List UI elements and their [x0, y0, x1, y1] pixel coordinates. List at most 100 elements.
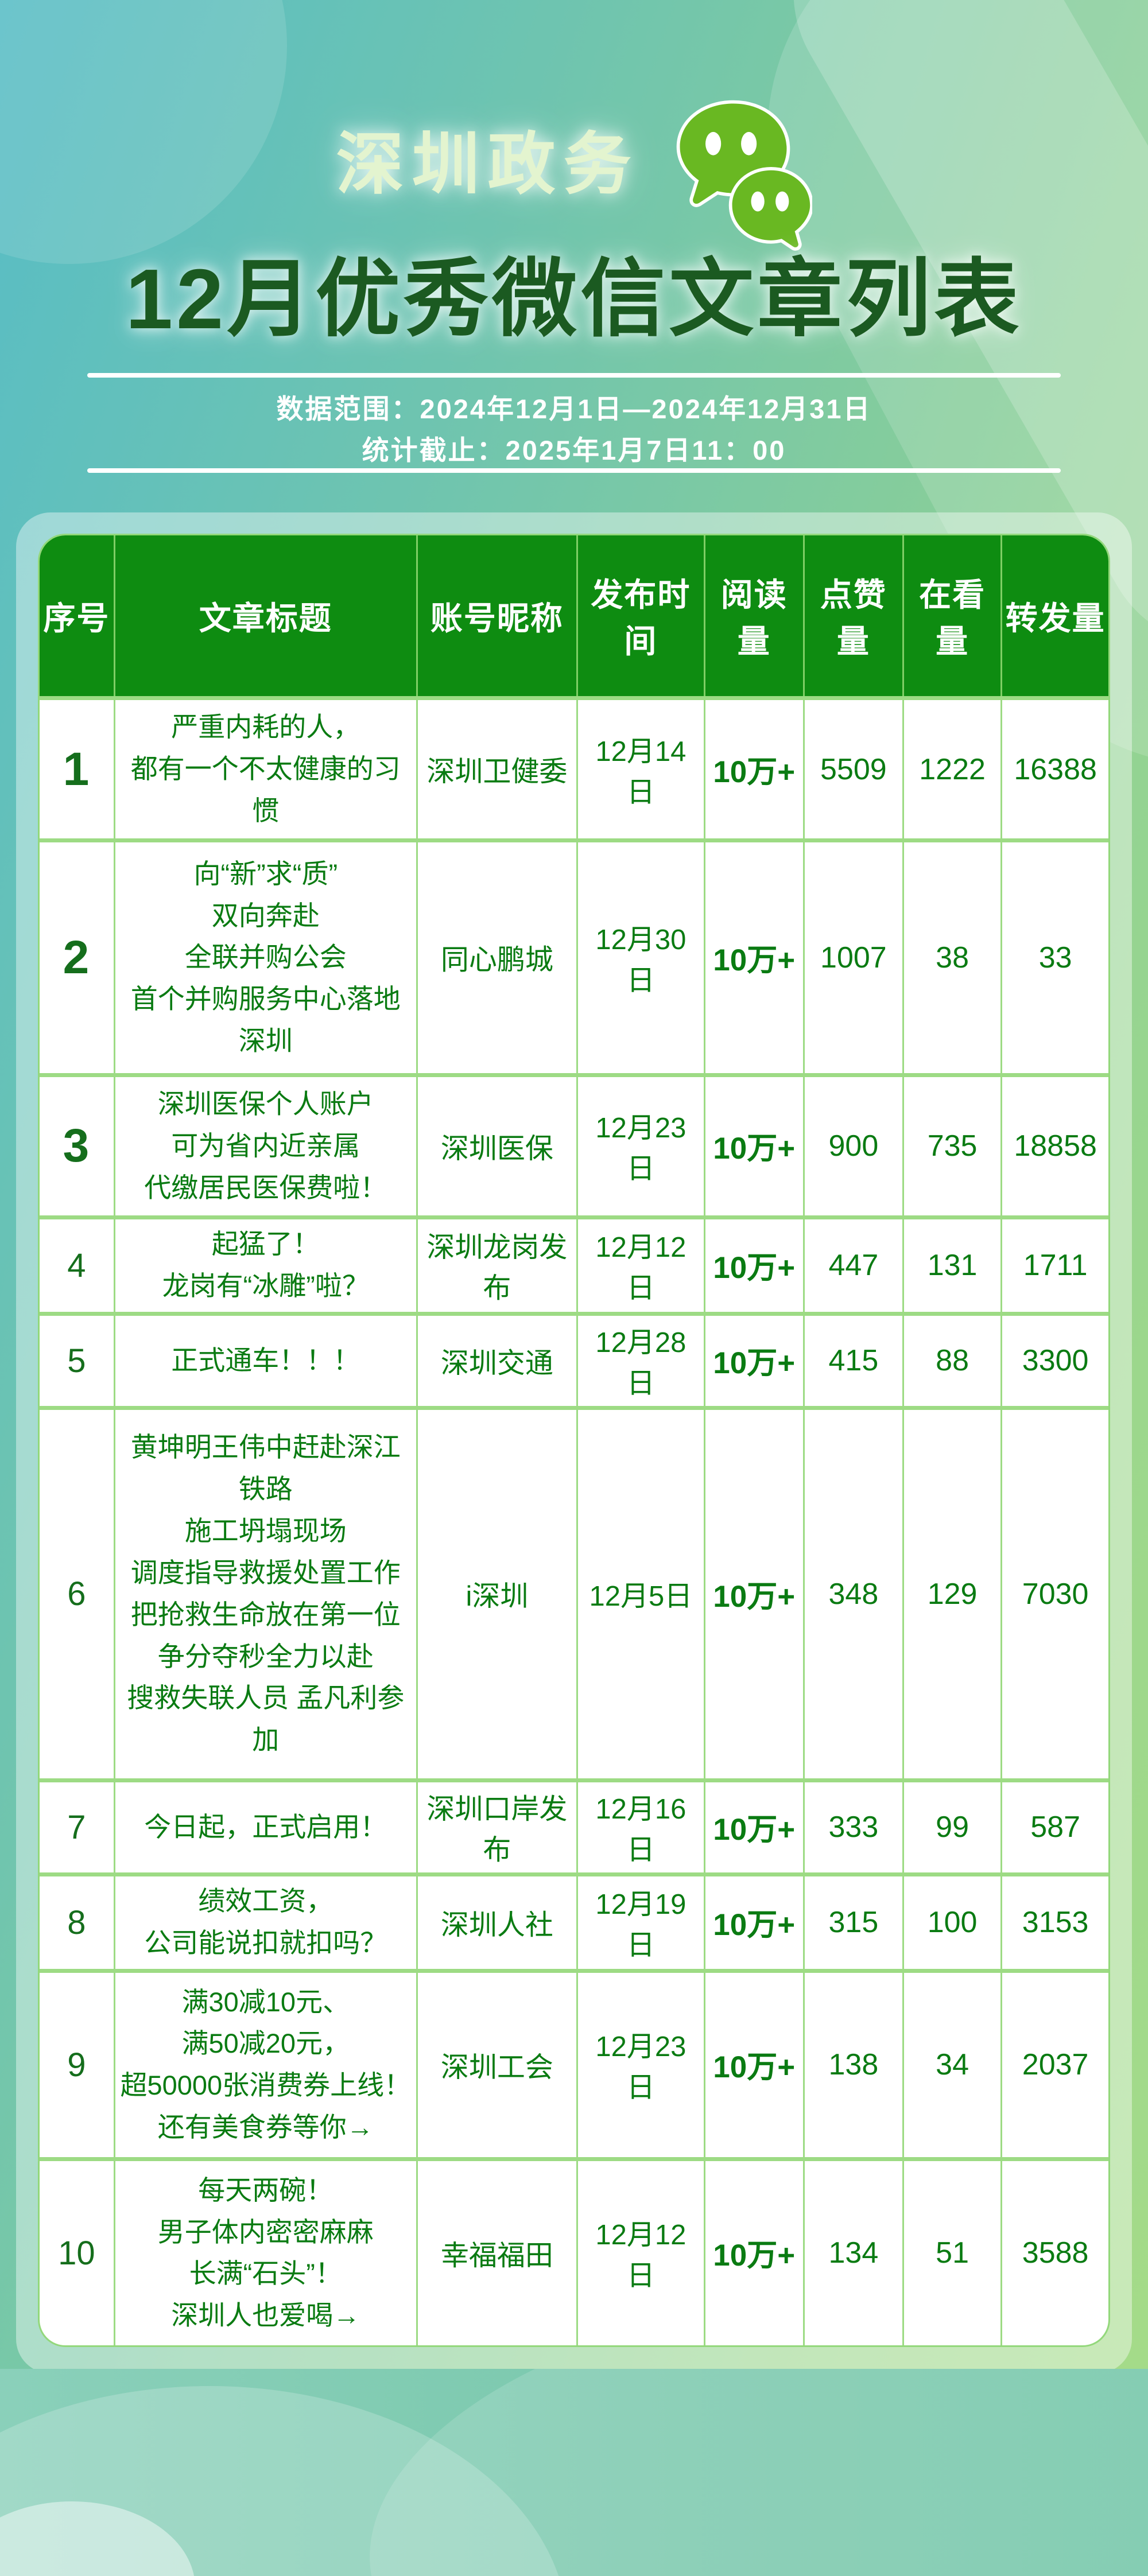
rank-cell: 8	[40, 1872, 115, 1971]
publish-date-cell: 12月23日	[576, 1968, 705, 2159]
rank-cell: 1	[40, 696, 115, 841]
publish-date-cell: 12月16日	[576, 1778, 705, 1875]
column-header: 文章标题	[113, 535, 417, 698]
page-title: 12月优秀微信文章列表	[125, 252, 1023, 347]
stat-cutoff-text: 统计截止：2025年1月7日11：00	[362, 435, 786, 465]
share-count-cell: 18858	[1000, 1073, 1108, 1218]
like-count-cell: 415	[802, 1311, 903, 1408]
publish-date-cell: 12月23日	[576, 1073, 705, 1218]
article-table: 序号 文章标题 账号昵称 发布时间 阅读量 点赞量 在看量 转发量 1 严重内耗的人， 都有一…	[40, 535, 1108, 2345]
share-count-cell: 2037	[1000, 1968, 1108, 2159]
share-count-cell: 3300	[1000, 1311, 1108, 1408]
read-count-cell: 10万+	[703, 1215, 804, 1314]
like-count-cell: 348	[802, 1405, 903, 1781]
watch-count-cell: 1222	[902, 696, 1002, 841]
share-count-cell: 3588	[1000, 2157, 1108, 2345]
like-count-cell: 900	[802, 1073, 903, 1218]
watch-count-cell: 88	[902, 1311, 1002, 1408]
brand-title: 深圳政务	[336, 127, 639, 203]
publish-date-cell: 12月14日	[576, 696, 705, 841]
account-name-cell: 深圳卫健委	[416, 696, 577, 841]
article-title-cell: 满30减10元、 满50减20元， 超50000张消费券上线！ 还有美食券等你→	[113, 1968, 417, 2159]
table-row: 7 今日起，正式启用！ 深圳口岸发布 12月16日 10万+ 333 99 58…	[40, 1778, 1108, 1875]
publish-date-cell: 12月30日	[576, 838, 705, 1075]
table-row: 4 起猛了！ 龙岗有“冰雕”啦？ 深圳龙岗发布 12月12日 10万+ 447 …	[40, 1215, 1108, 1314]
article-title-cell: 深圳医保个人账户 可为省内近亲属 代缴居民医保费啦！	[113, 1073, 417, 1218]
rank-cell: 5	[40, 1311, 115, 1408]
data-range-text: 数据范围：2024年12月1日—2024年12月31日	[276, 394, 872, 424]
like-count-cell: 134	[802, 2157, 903, 2345]
read-count-cell: 10万+	[703, 1311, 804, 1408]
share-count-cell: 7030	[1000, 1405, 1108, 1781]
share-count-cell: 587	[1000, 1778, 1108, 1875]
watch-count-cell: 129	[902, 1405, 1002, 1781]
read-count-cell: 10万+	[703, 1778, 804, 1875]
share-count-cell: 33	[1000, 838, 1108, 1075]
table-row: 9 满30减10元、 满50减20元， 超50000张消费券上线！ 还有美食券等…	[40, 1968, 1108, 2159]
read-count-cell: 10万+	[703, 1073, 804, 1218]
table-row: 6 黄坤明王伟中赶赴深江铁路 施工坍塌现场 调度指导救援处置工作 把抢救生命放在…	[40, 1405, 1108, 1781]
rank-cell: 2	[40, 838, 115, 1075]
article-title-cell: 严重内耗的人， 都有一个不太健康的习惯	[113, 696, 417, 841]
publish-date-cell: 12月28日	[576, 1311, 705, 1408]
watch-count-cell: 99	[902, 1778, 1002, 1875]
article-table-wrap: 序号 文章标题 账号昵称 发布时间 阅读量 点赞量 在看量 转发量 1 严重内耗的人， 都有一…	[38, 534, 1110, 2347]
watch-count-cell: 131	[902, 1215, 1002, 1314]
account-name-cell: 幸福福田	[416, 2157, 577, 2345]
table-body: 1 严重内耗的人， 都有一个不太健康的习惯 深圳卫健委 12月14日 10万+ …	[40, 696, 1108, 2345]
rank-cell: 9	[40, 1968, 115, 2159]
like-count-cell: 315	[802, 1872, 903, 1971]
article-title-cell: 今日起，正式启用！	[113, 1778, 417, 1875]
article-title-cell: 每天两碗！ 男子体内密密麻麻 长满“石头”！ 深圳人也爱喝→	[113, 2157, 417, 2345]
article-title-cell: 向“新”求“质” 双向奔赴 全联并购公会 首个并购服务中心落地深圳	[113, 838, 417, 1075]
watch-count-cell: 100	[902, 1872, 1002, 1971]
share-count-cell: 1711	[1000, 1215, 1108, 1314]
read-count-cell: 10万+	[703, 696, 804, 841]
like-count-cell: 333	[802, 1778, 903, 1875]
article-title-cell: 正式通车！！！	[113, 1311, 417, 1408]
publish-date-cell: 12月12日	[576, 1215, 705, 1314]
article-title-cell: 起猛了！ 龙岗有“冰雕”啦？	[113, 1215, 417, 1314]
account-name-cell: 深圳工会	[416, 1968, 577, 2159]
article-title-cell: 黄坤明王伟中赶赴深江铁路 施工坍塌现场 调度指导救援处置工作 把抢救生命放在第一…	[113, 1405, 417, 1781]
column-header: 在看量	[902, 535, 1002, 698]
publish-date-cell: 12月12日	[576, 2157, 705, 2345]
table-row: 2 向“新”求“质” 双向奔赴 全联并购公会 首个并购服务中心落地深圳 同心鹏城…	[40, 838, 1108, 1075]
account-name-cell: 同心鹏城	[416, 838, 577, 1075]
rank-cell: 3	[40, 1073, 115, 1218]
table-row: 1 严重内耗的人， 都有一个不太健康的习惯 深圳卫健委 12月14日 10万+ …	[40, 696, 1108, 841]
rank-cell: 6	[40, 1405, 115, 1781]
account-name-cell: 深圳医保	[416, 1073, 577, 1218]
decor-bottom-waves	[0, 2369, 1148, 2576]
read-count-cell: 10万+	[703, 1968, 804, 2159]
column-header: 发布时间	[576, 535, 705, 698]
rank-cell: 7	[40, 1778, 115, 1875]
column-header: 账号昵称	[416, 535, 577, 698]
account-name-cell: 深圳口岸发布	[416, 1778, 577, 1875]
brand-row: 深圳政务	[0, 100, 1148, 273]
read-count-cell: 10万+	[703, 1872, 804, 1971]
column-header: 序号	[40, 535, 115, 698]
publish-date-cell: 12月19日	[576, 1872, 705, 1971]
read-count-cell: 10万+	[703, 838, 804, 1075]
article-title-cell: 绩效工资， 公司能说扣就扣吗？	[113, 1872, 417, 1971]
like-count-cell: 138	[802, 1968, 903, 2159]
table-row: 10 每天两碗！ 男子体内密密麻麻 长满“石头”！ 深圳人也爱喝→ 幸福福田 1…	[40, 2157, 1108, 2345]
table-row: 8 绩效工资， 公司能说扣就扣吗？ 深圳人社 12月19日 10万+ 315 1…	[40, 1872, 1108, 1971]
watch-count-cell: 735	[902, 1073, 1002, 1218]
rank-cell: 4	[40, 1215, 115, 1314]
watch-count-cell: 38	[902, 838, 1002, 1075]
like-count-cell: 447	[802, 1215, 903, 1314]
column-header: 转发量	[1000, 535, 1108, 698]
watch-count-cell: 34	[902, 1968, 1002, 2159]
like-count-cell: 1007	[802, 838, 903, 1075]
read-count-cell: 10万+	[703, 1405, 804, 1781]
publish-date-cell: 12月5日	[576, 1405, 705, 1781]
column-header: 阅读量	[703, 535, 804, 698]
table-row: 5 正式通车！！！ 深圳交通 12月28日 10万+ 415 88 3300	[40, 1311, 1108, 1408]
account-name-cell: i深圳	[416, 1405, 577, 1781]
rank-cell: 10	[40, 2157, 115, 2345]
account-name-cell: 深圳龙岗发布	[416, 1215, 577, 1314]
account-name-cell: 深圳交通	[416, 1311, 577, 1408]
